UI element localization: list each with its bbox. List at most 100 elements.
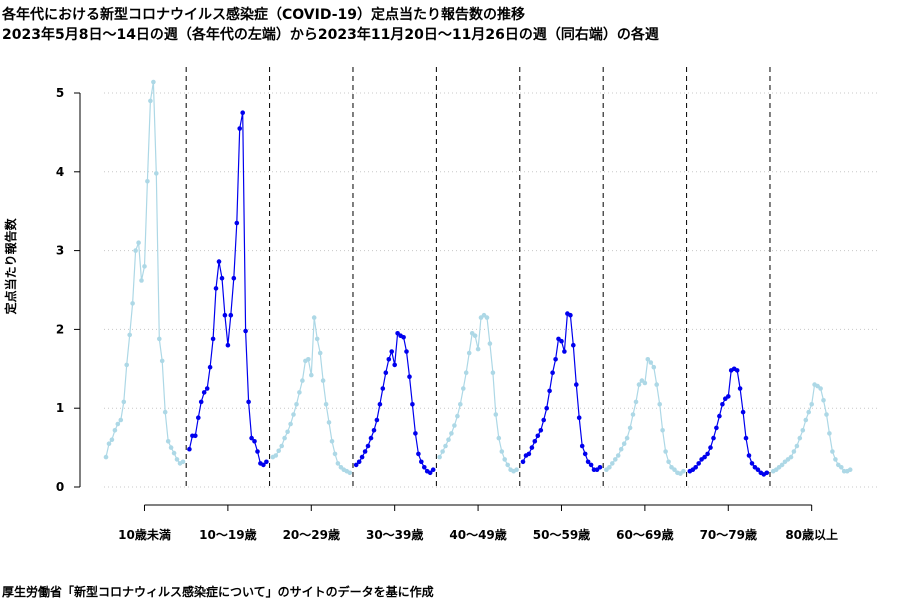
data-point-5-17 — [571, 342, 576, 348]
data-point-2-14 — [311, 315, 317, 320]
data-point-1-6 — [204, 386, 210, 391]
data-point-3-13 — [392, 362, 398, 368]
data-point-3-9 — [380, 386, 386, 391]
data-point-6-3 — [613, 457, 618, 462]
x-tick-label-8: 80歳以上 — [785, 527, 838, 542]
y-tick-label-3: 3 — [56, 244, 64, 258]
data-point-1-19 — [243, 328, 248, 334]
data-point-7-21 — [749, 461, 755, 466]
data-point-1-15 — [231, 275, 237, 281]
series-line-8 — [772, 383, 851, 472]
data-point-6-11 — [636, 382, 642, 387]
data-point-0-15 — [148, 98, 153, 104]
data-point-4-2 — [443, 443, 448, 449]
data-point-4-7 — [458, 402, 463, 407]
data-point-3-21 — [416, 451, 421, 457]
data-point-7-17 — [737, 386, 743, 391]
data-point-6-19 — [660, 428, 665, 433]
data-point-6-16 — [651, 364, 657, 370]
x-tick-label-0: 10歳未満 — [118, 527, 171, 542]
data-point-6-21 — [666, 459, 671, 465]
data-point-2-26 — [347, 470, 353, 476]
data-point-2-17 — [320, 378, 326, 383]
x-tick-label-3: 30〜39歳 — [366, 527, 423, 542]
data-point-1-8 — [210, 336, 216, 342]
series-line-5 — [522, 312, 601, 471]
source-footnote: 厚生労働省「新型コロナウィルス感染症について」のサイトのデータを基に作成 — [2, 585, 434, 599]
data-point-6-4 — [615, 453, 621, 458]
data-point-5-13 — [559, 338, 564, 344]
data-point-5-10 — [550, 370, 555, 376]
data-point-2-5 — [285, 429, 290, 435]
data-point-4-23 — [505, 462, 511, 468]
data-point-2-19 — [326, 420, 332, 425]
data-point-1-17 — [237, 126, 242, 131]
data-point-7-2 — [693, 465, 698, 470]
data-point-6-6 — [621, 441, 627, 447]
data-point-4-6 — [455, 413, 460, 419]
y-tick-label-4: 4 — [56, 165, 64, 179]
data-point-3-7 — [374, 417, 380, 423]
data-point-7-8 — [711, 435, 716, 441]
data-point-5-4 — [532, 439, 538, 444]
data-point-1-7 — [207, 364, 213, 370]
data-point-8-7 — [791, 449, 797, 454]
chart-title-line-2: 2023年5月8日〜14日の週（各年代の左端）から2023年11月20日〜11月… — [2, 27, 659, 43]
x-tick-label-1: 10〜19歳 — [199, 527, 256, 542]
data-point-1-11 — [219, 275, 225, 281]
data-point-2-20 — [329, 439, 335, 444]
data-point-6-23 — [672, 467, 677, 473]
data-point-7-19 — [743, 435, 749, 441]
data-point-3-25 — [427, 470, 433, 476]
data-point-8-11 — [803, 417, 809, 423]
data-point-0-14 — [145, 179, 150, 184]
data-point-0-12 — [139, 278, 144, 283]
data-point-5-11 — [553, 357, 558, 362]
data-point-0-3 — [112, 428, 118, 433]
data-point-3-4 — [365, 443, 371, 449]
data-point-8-10 — [800, 428, 806, 433]
data-point-4-18 — [490, 370, 496, 376]
data-point-5-26 — [597, 465, 603, 470]
data-point-0-16 — [151, 79, 156, 85]
data-point-0-0 — [103, 454, 109, 460]
data-point-5-16 — [568, 312, 573, 318]
data-point-8-19 — [827, 431, 832, 436]
series-line-2 — [272, 317, 351, 474]
data-point-7-26 — [764, 470, 770, 476]
y-tick-label-2: 2 — [56, 322, 64, 336]
data-point-2-9 — [297, 390, 302, 395]
data-point-3-16 — [401, 335, 406, 340]
x-tick-label-4: 40〜49歳 — [449, 527, 506, 542]
data-point-0-20 — [162, 409, 168, 415]
data-point-5-5 — [535, 433, 541, 439]
data-point-7-10 — [717, 413, 722, 419]
data-point-0-17 — [154, 171, 159, 176]
data-point-1-12 — [222, 312, 228, 318]
data-point-0-26 — [180, 459, 186, 465]
x-tick-label-5: 50〜59歳 — [533, 527, 590, 542]
data-point-2-15 — [314, 336, 320, 342]
data-point-8-9 — [797, 435, 803, 441]
data-point-1-23 — [255, 449, 260, 454]
data-point-2-18 — [323, 402, 329, 407]
data-point-4-13 — [475, 346, 481, 352]
data-point-2-10 — [300, 378, 305, 383]
data-point-6-14 — [645, 357, 651, 362]
data-point-1-9 — [213, 286, 219, 291]
data-point-6-10 — [633, 399, 639, 405]
data-point-8-12 — [806, 409, 811, 415]
chart-title-line-1: 各年代における新型コロナウイルス感染症（COVID-19）定点当たり報告数の推移 — [2, 7, 526, 23]
data-point-2-7 — [291, 412, 296, 417]
data-point-8-6 — [788, 454, 794, 460]
data-point-5-23 — [588, 462, 594, 468]
data-point-6-9 — [630, 412, 636, 417]
data-point-0-24 — [174, 457, 180, 462]
data-point-7-6 — [705, 451, 710, 457]
data-point-4-21 — [499, 449, 505, 454]
data-point-5-3 — [529, 445, 535, 450]
data-point-5-14 — [562, 349, 567, 354]
data-point-1-22 — [252, 439, 257, 444]
series-line-3 — [355, 332, 434, 474]
